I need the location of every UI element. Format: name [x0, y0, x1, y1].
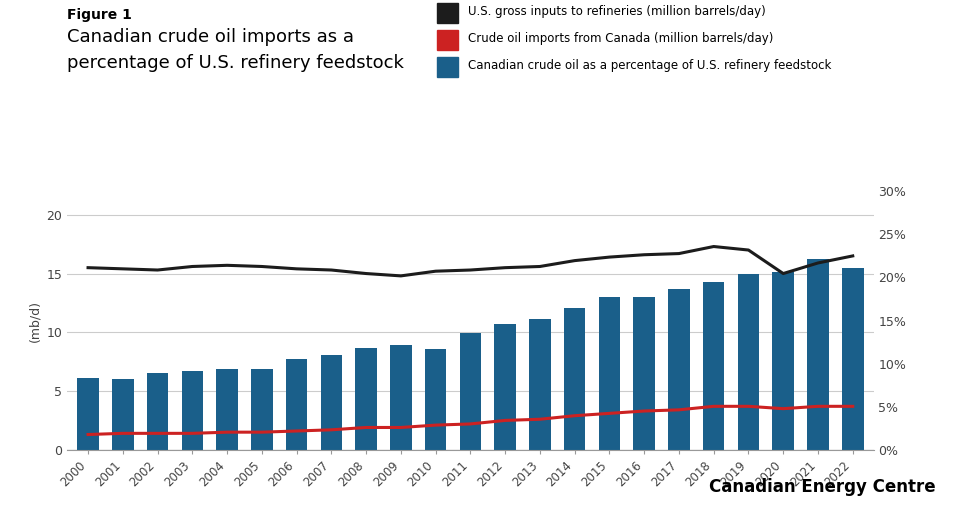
Bar: [737, 273, 759, 450]
Text: Canadian crude oil imports as a: Canadian crude oil imports as a: [67, 28, 354, 47]
Bar: [807, 260, 828, 450]
Bar: [703, 282, 725, 450]
Text: Canadian Energy Centre: Canadian Energy Centre: [709, 478, 936, 496]
Bar: [529, 320, 551, 450]
Bar: [321, 355, 342, 450]
Bar: [147, 373, 168, 450]
Bar: [773, 272, 794, 450]
Bar: [842, 268, 863, 450]
Bar: [216, 369, 238, 450]
Text: Crude oil imports from Canada (million barrels/day): Crude oil imports from Canada (million b…: [468, 33, 773, 45]
Text: percentage of U.S. refinery feedstock: percentage of U.S. refinery feedstock: [67, 54, 404, 72]
Y-axis label: (mb/d): (mb/d): [28, 299, 41, 342]
Text: Figure 1: Figure 1: [67, 8, 132, 22]
Bar: [252, 369, 273, 450]
Bar: [564, 308, 586, 450]
Bar: [181, 371, 204, 450]
Bar: [77, 378, 99, 450]
Bar: [494, 324, 516, 450]
Bar: [286, 359, 307, 450]
Bar: [668, 289, 689, 450]
Bar: [599, 297, 620, 450]
Bar: [460, 333, 481, 450]
Bar: [425, 349, 446, 450]
Text: U.S. gross inputs to refineries (million barrels/day): U.S. gross inputs to refineries (million…: [468, 6, 765, 19]
Bar: [112, 379, 133, 450]
Bar: [390, 345, 412, 450]
Bar: [634, 297, 655, 450]
Bar: [355, 347, 377, 450]
Text: Canadian crude oil as a percentage of U.S. refinery feedstock: Canadian crude oil as a percentage of U.…: [468, 59, 831, 72]
